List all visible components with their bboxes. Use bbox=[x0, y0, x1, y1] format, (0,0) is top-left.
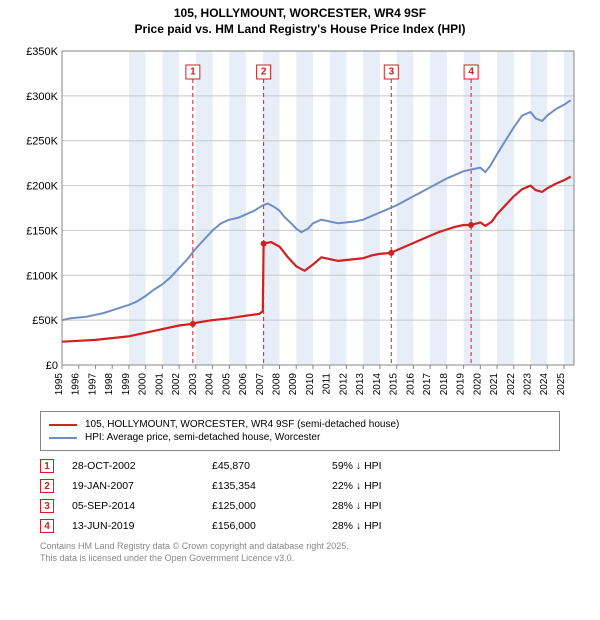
y-tick-label: £250K bbox=[26, 136, 58, 148]
event-date: 05-SEP-2014 bbox=[72, 500, 212, 512]
event-price: £125,000 bbox=[212, 500, 332, 512]
sale-dot bbox=[468, 222, 474, 228]
sale-marker-num: 4 bbox=[468, 67, 474, 78]
event-date: 28-OCT-2002 bbox=[72, 460, 212, 472]
event-date: 19-JAN-2007 bbox=[72, 480, 212, 492]
x-tick-label: 2010 bbox=[305, 373, 316, 396]
legend-label: HPI: Average price, semi-detached house,… bbox=[85, 432, 320, 443]
x-tick-label: 2021 bbox=[489, 373, 500, 396]
event-price: £156,000 bbox=[212, 520, 332, 532]
y-tick-label: £350K bbox=[26, 46, 58, 58]
x-tick-label: 1999 bbox=[121, 373, 132, 396]
x-tick-label: 2008 bbox=[272, 373, 283, 396]
x-tick-label: 2023 bbox=[522, 373, 533, 396]
y-tick-label: £300K bbox=[26, 91, 58, 103]
legend-swatch bbox=[49, 424, 77, 426]
event-hpi: 22% ↓ HPI bbox=[332, 480, 560, 492]
x-tick-label: 2000 bbox=[138, 373, 149, 396]
x-tick-label: 2020 bbox=[472, 373, 483, 396]
event-hpi: 59% ↓ HPI bbox=[332, 460, 560, 472]
legend-item: HPI: Average price, semi-detached house,… bbox=[49, 432, 551, 443]
event-row: 2 19-JAN-2007£135,35422% ↓ HPI bbox=[40, 479, 560, 493]
sale-marker-num: 2 bbox=[261, 67, 267, 78]
x-tick-label: 2007 bbox=[255, 373, 266, 396]
legend-label: 105, HOLLYMOUNT, WORCESTER, WR4 9SF (sem… bbox=[85, 419, 399, 430]
x-tick-label: 2014 bbox=[372, 373, 383, 396]
credits-line2: This data is licensed under the Open Gov… bbox=[40, 553, 560, 565]
chart-title: 105, HOLLYMOUNT, WORCESTER, WR4 9SF Pric… bbox=[8, 6, 592, 37]
event-marker-box: 2 bbox=[40, 479, 54, 493]
events-table: 1 28-OCT-2002£45,87059% ↓ HPI 2 19-JAN-2007… bbox=[40, 459, 560, 533]
x-tick-label: 2018 bbox=[439, 373, 450, 396]
chart-svg: £0 £50K £100K £150K £200K £250K £300K £350K 1995… bbox=[20, 45, 580, 405]
x-tick-label: 2005 bbox=[221, 373, 232, 396]
x-tick-label: 2002 bbox=[171, 373, 182, 396]
event-marker-box: 3 bbox=[40, 499, 54, 513]
x-tick-label: 1995 bbox=[54, 373, 65, 396]
event-marker-box: 1 bbox=[40, 459, 54, 473]
credits: Contains HM Land Registry data © Crown c… bbox=[40, 541, 560, 564]
legend: 105, HOLLYMOUNT, WORCESTER, WR4 9SF (sem… bbox=[40, 411, 560, 451]
x-tick-label: 2017 bbox=[422, 373, 433, 396]
legend-swatch bbox=[49, 437, 77, 439]
event-marker-box: 4 bbox=[40, 519, 54, 533]
x-tick-label: 2001 bbox=[154, 373, 165, 396]
sale-dot bbox=[388, 250, 394, 256]
sale-marker-num: 3 bbox=[389, 67, 395, 78]
x-tick-label: 2012 bbox=[338, 373, 349, 396]
event-row: 3 05-SEP-2014£125,00028% ↓ HPI bbox=[40, 499, 560, 513]
event-hpi: 28% ↓ HPI bbox=[332, 520, 560, 532]
y-tick-label: £50K bbox=[32, 315, 58, 327]
x-tick-label: 1997 bbox=[87, 373, 98, 396]
sale-dot bbox=[190, 321, 196, 327]
x-tick-label: 2004 bbox=[205, 373, 216, 396]
y-tick-label: £200K bbox=[26, 181, 58, 193]
legend-item: 105, HOLLYMOUNT, WORCESTER, WR4 9SF (sem… bbox=[49, 419, 551, 430]
x-tick-label: 1996 bbox=[71, 373, 82, 396]
event-row: 4 13-JUN-2019£156,00028% ↓ HPI bbox=[40, 519, 560, 533]
x-tick-label: 2003 bbox=[188, 373, 199, 396]
event-hpi: 28% ↓ HPI bbox=[332, 500, 560, 512]
title-line1: 105, HOLLYMOUNT, WORCESTER, WR4 9SF bbox=[8, 6, 592, 22]
event-price: £45,870 bbox=[212, 460, 332, 472]
x-tick-label: 2009 bbox=[288, 373, 299, 396]
y-tick-label: £150K bbox=[26, 226, 58, 238]
x-tick-label: 2022 bbox=[506, 373, 517, 396]
x-tick-label: 2016 bbox=[405, 373, 416, 396]
event-date: 13-JUN-2019 bbox=[72, 520, 212, 532]
x-tick-label: 1998 bbox=[104, 373, 115, 396]
x-tick-label: 2013 bbox=[355, 373, 366, 396]
x-tick-label: 2019 bbox=[456, 373, 467, 396]
page-root: 105, HOLLYMOUNT, WORCESTER, WR4 9SF Pric… bbox=[0, 0, 600, 573]
x-tick-label: 2015 bbox=[389, 373, 400, 396]
sale-dot bbox=[261, 241, 267, 247]
event-price: £135,354 bbox=[212, 480, 332, 492]
chart: £0 £50K £100K £150K £200K £250K £300K £350K 1995… bbox=[20, 45, 580, 405]
y-tick-label: £0 bbox=[46, 360, 58, 372]
x-tick-label: 2025 bbox=[556, 373, 567, 396]
sale-marker-num: 1 bbox=[190, 67, 196, 78]
credits-line1: Contains HM Land Registry data © Crown c… bbox=[40, 541, 560, 553]
title-line2: Price paid vs. HM Land Registry's House … bbox=[8, 22, 592, 38]
event-row: 1 28-OCT-2002£45,87059% ↓ HPI bbox=[40, 459, 560, 473]
y-tick-label: £100K bbox=[26, 270, 58, 282]
x-tick-label: 2006 bbox=[238, 373, 249, 396]
x-tick-label: 2011 bbox=[322, 373, 333, 395]
x-tick-label: 2024 bbox=[539, 373, 550, 396]
